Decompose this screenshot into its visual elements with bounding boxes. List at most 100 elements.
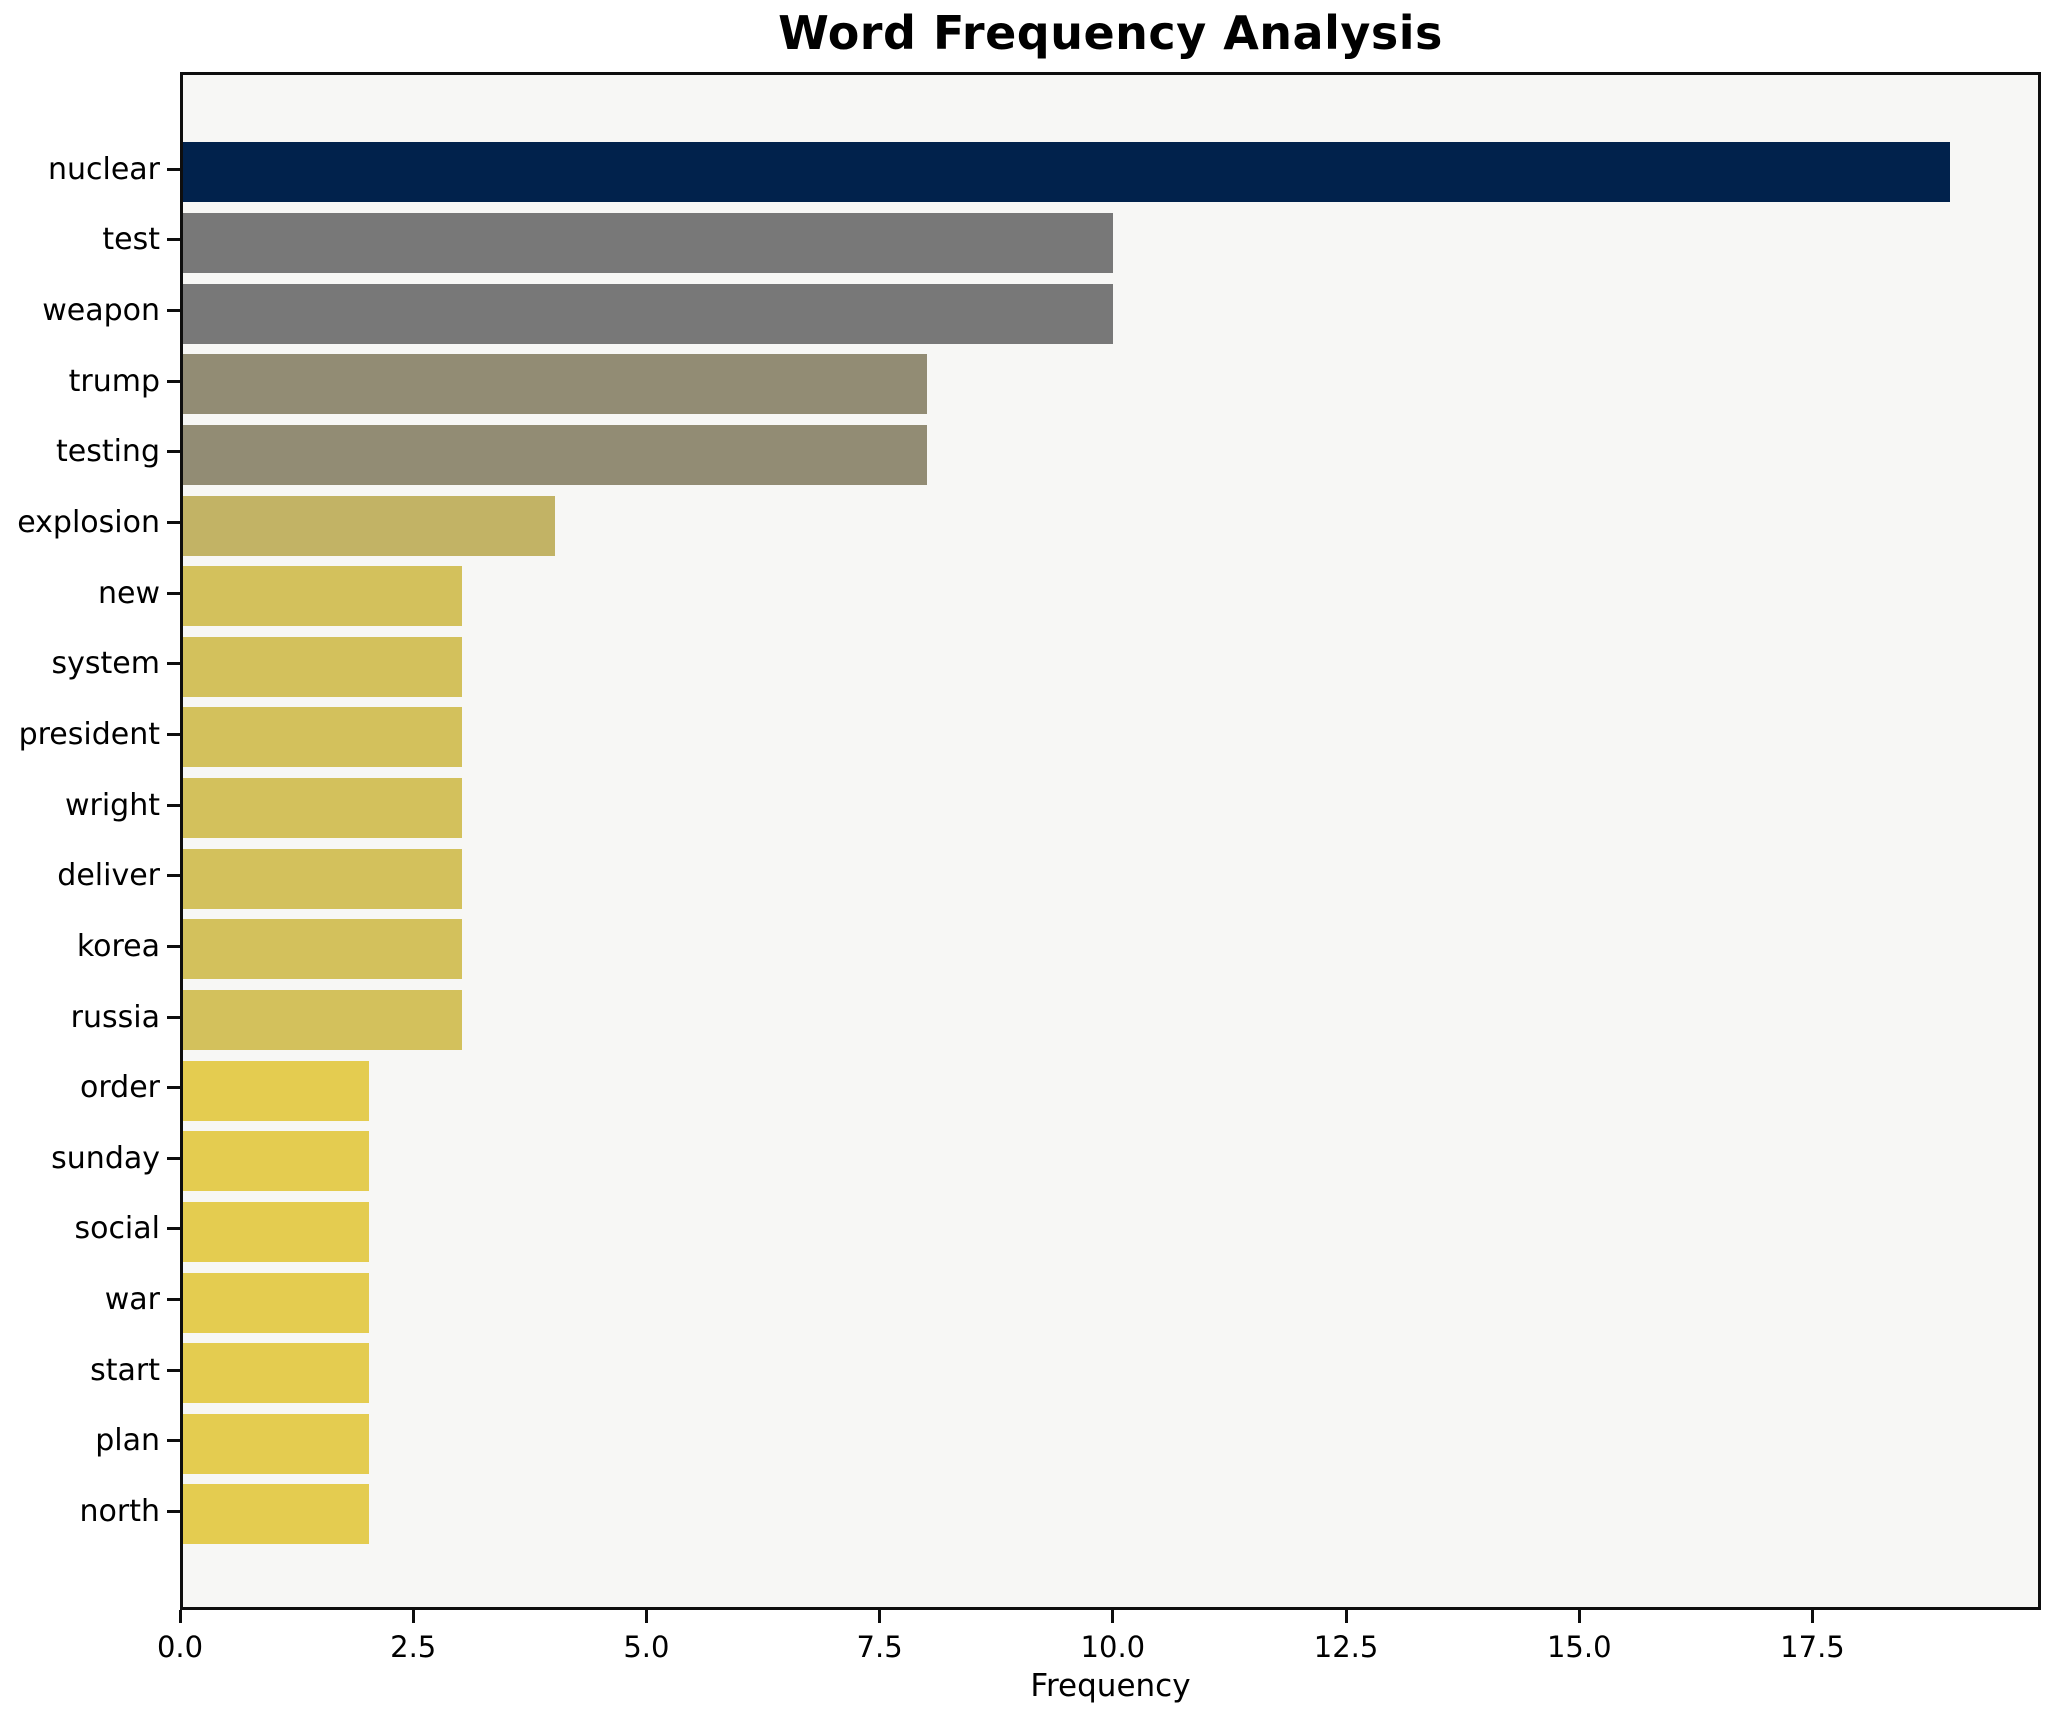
bar-row (183, 349, 2038, 420)
bar-korea (183, 919, 462, 980)
y-tick-label-wright: wright (64, 787, 160, 823)
y-tick-row (167, 628, 180, 699)
bar-system (183, 636, 462, 697)
y-tick-row (167, 346, 180, 417)
bar-testing (183, 424, 927, 485)
bar-row (183, 631, 2038, 702)
y-tick-row (167, 1335, 180, 1406)
bar-nuclear (183, 142, 1950, 203)
y-tick-label-testing: testing (55, 434, 160, 470)
bar-row (183, 278, 2038, 349)
bar-row (183, 1197, 2038, 1268)
y-axis-labels: nuclear test weapon trump testing explosion ne… (0, 72, 160, 1722)
bar-row (183, 1409, 2038, 1480)
bar-row (183, 1126, 2038, 1197)
y-tick-mark (167, 379, 180, 383)
y-tick-mark (167, 521, 180, 525)
bar-row (183, 1479, 2038, 1550)
y-tick-label-start: start (90, 1352, 160, 1388)
y-tick-label-president: president (18, 716, 160, 752)
x-tick-label-2.5: 2.5 (390, 1630, 437, 1664)
bar-test (183, 212, 1113, 273)
y-tick-row (167, 134, 180, 205)
y-tick-mark (167, 1439, 180, 1443)
y-tick-mark (167, 1015, 180, 1019)
bar-order (183, 1060, 369, 1121)
bar-row (183, 420, 2038, 491)
bar-sunday (183, 1131, 369, 1192)
y-tick-mark (167, 309, 180, 313)
y-tick-row (167, 1194, 180, 1265)
y-tick-row (167, 1052, 180, 1123)
x-tick-label-0.0: 0.0 (156, 1630, 204, 1664)
y-tick-mark (167, 450, 180, 454)
chart-title: Word Frequency Analysis (778, 6, 1443, 60)
bar-row (183, 985, 2038, 1056)
y-tick-label-order: order (80, 1070, 160, 1106)
y-tick-label-sunday: sunday (51, 1140, 160, 1176)
y-tick-row (167, 417, 180, 488)
y-tick-label-nuclear: nuclear (47, 151, 160, 187)
bar-row (183, 702, 2038, 773)
bar-trump (183, 354, 927, 415)
y-tick-mark (167, 874, 180, 878)
y-tick-mark (167, 944, 180, 948)
y-tick-mark (167, 1509, 180, 1513)
bar-row (183, 1267, 2038, 1338)
x-tick-label-7.5: 7.5 (856, 1630, 903, 1664)
y-tick-mark (167, 1086, 180, 1090)
bar-north (183, 1484, 369, 1545)
x-tick-mark (1810, 1610, 1814, 1623)
x-tick-label-12.5: 12.5 (1313, 1630, 1379, 1664)
y-tick-mark (167, 1298, 180, 1302)
bar-row (183, 843, 2038, 914)
y-tick-mark (167, 732, 180, 736)
x-tick-label-5.0: 5.0 (623, 1630, 670, 1664)
y-tick-mark (167, 167, 180, 171)
y-tick-mark (167, 238, 180, 242)
bar-row (183, 773, 2038, 844)
y-tick-row (167, 699, 180, 770)
x-tick-label-15.0: 15.0 (1546, 1630, 1612, 1664)
x-tick-mark (1577, 1610, 1581, 1623)
bar-row (183, 1055, 2038, 1126)
bar-row (183, 490, 2038, 561)
y-tick-row (167, 770, 180, 841)
y-tick-label-test: test (102, 222, 160, 258)
bar-row (183, 208, 2038, 279)
y-tick-row (167, 840, 180, 911)
y-tick-label-new: new (97, 575, 160, 611)
y-tick-row (167, 1406, 180, 1477)
bar-president (183, 707, 462, 768)
y-tick-row (167, 205, 180, 276)
x-tick-mark (1344, 1610, 1348, 1623)
x-tick-mark (644, 1610, 648, 1623)
y-tick-row (167, 558, 180, 629)
bar-plan (183, 1413, 369, 1474)
y-tick-row (167, 1476, 180, 1547)
x-tick-label-17.5: 17.5 (1780, 1630, 1845, 1664)
x-tick-mark (1111, 1610, 1115, 1623)
y-tick-row (167, 911, 180, 982)
y-tick-label-trump: trump (68, 363, 160, 399)
y-tick-mark (167, 1156, 180, 1160)
bar-deliver (183, 848, 462, 909)
y-tick-mark (167, 662, 180, 666)
y-tick-label-war: war (104, 1282, 160, 1318)
x-tick-mark (411, 1610, 415, 1623)
bar-new (183, 566, 462, 627)
y-tick-label-social: social (74, 1211, 160, 1247)
y-tick-label-system: system (51, 646, 160, 682)
bar-russia (183, 990, 462, 1050)
y-tick-label-russia: russia (70, 999, 160, 1035)
bar-wright (183, 778, 462, 839)
y-tick-mark (167, 803, 180, 807)
x-axis-label: Frequency (1030, 1668, 1191, 1704)
bar-row (183, 561, 2038, 632)
bar-weapon (183, 283, 1113, 344)
y-tick-label-korea: korea (76, 928, 160, 964)
y-tick-label-deliver: deliver (57, 858, 160, 894)
y-tick-mark (167, 1227, 180, 1231)
y-tick-label-plan: plan (95, 1423, 160, 1459)
